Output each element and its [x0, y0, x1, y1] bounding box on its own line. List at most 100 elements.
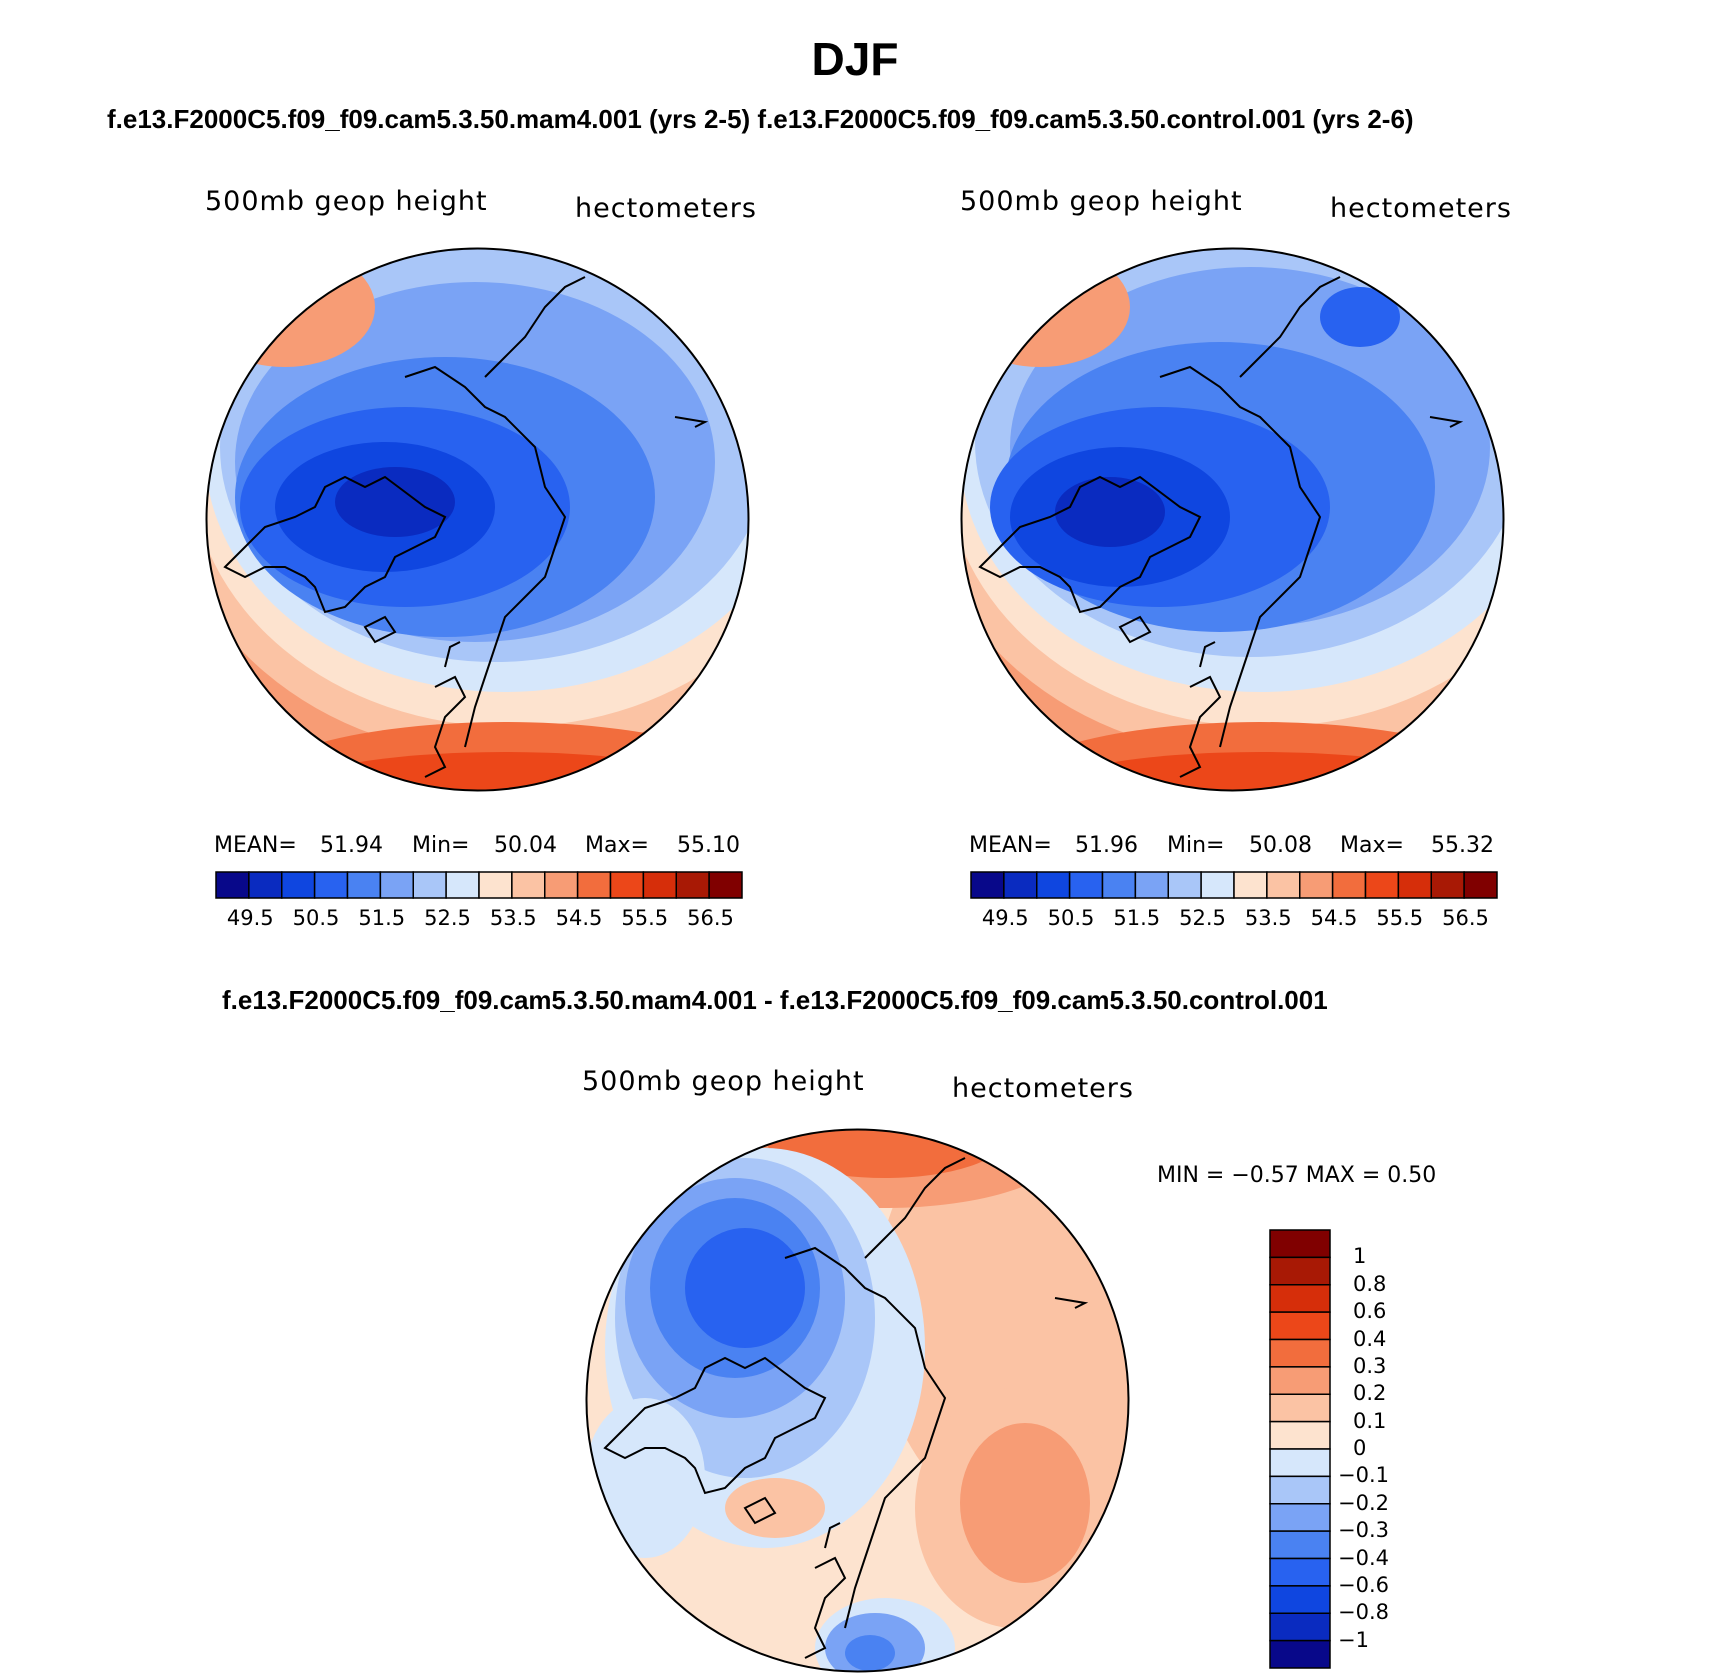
- colorbar-tick-label: 56.5: [1442, 906, 1489, 930]
- diff-variable-label: 500mb geop height: [582, 1066, 865, 1097]
- colorbar-box: [1269, 1366, 1331, 1395]
- colorbar-tick-label: 54.5: [555, 906, 603, 930]
- colorbar-box: [511, 871, 546, 899]
- colorbar-box: [609, 871, 645, 899]
- colorbar-tick-label: 0.8: [1353, 1271, 1387, 1296]
- panel1-polar-map: [205, 247, 750, 792]
- colorbar-box: [1269, 1475, 1331, 1505]
- panel2-units-label: hectometers: [1330, 193, 1512, 224]
- colorbar-box: [1167, 871, 1202, 899]
- panel1-max-label: Max=: [585, 833, 649, 858]
- colorbar-tick-label: 53.5: [1244, 906, 1292, 930]
- colorbar-box: [412, 871, 447, 899]
- colorbar-box: [708, 871, 743, 899]
- colorbar-box: [642, 871, 677, 899]
- colorbar-box: [1269, 1503, 1331, 1532]
- panel2-mean-value: 51.96: [1075, 833, 1138, 858]
- colorbar-tick-label: 0.4: [1353, 1326, 1387, 1351]
- colorbar-tick-label: −0.1: [1338, 1463, 1389, 1488]
- panel1-variable-label: 500mb geop height: [205, 186, 488, 217]
- colorbar-box: [675, 871, 710, 899]
- colorbar-box: [478, 871, 513, 899]
- colorbar-box: [1003, 871, 1038, 899]
- colorbar-tick-label: −0.2: [1338, 1490, 1389, 1515]
- colorbar-tick-label: 51.5: [1113, 906, 1161, 930]
- colorbar-box: [1269, 1639, 1331, 1669]
- colorbar-tick-label: 53.5: [489, 906, 537, 930]
- panel2-max-value: 55.32: [1431, 833, 1494, 858]
- colorbar-tick-label: 0.1: [1353, 1408, 1387, 1433]
- diff-units-label: hectometers: [952, 1073, 1134, 1104]
- colorbar-box: [1269, 1393, 1331, 1423]
- colorbar-tick-label: 0.2: [1353, 1381, 1387, 1406]
- colorbar-box: [1200, 871, 1235, 899]
- colorbar-tick-label: 55.5: [621, 906, 669, 930]
- colorbar-tick-label: 56.5: [687, 906, 734, 930]
- figure-title: DJF: [811, 33, 899, 85]
- colorbar-box: [1397, 871, 1432, 899]
- colorbar-box: [1068, 871, 1104, 899]
- panel1-min-label: Min=: [412, 833, 470, 858]
- panel1-units-label: hectometers: [575, 193, 757, 224]
- panel1-min-value: 50.04: [494, 833, 557, 858]
- colorbar-box: [1269, 1229, 1331, 1259]
- colorbar-box: [1430, 871, 1465, 899]
- colorbar-tick-label: 50.5: [292, 906, 340, 930]
- colorbar-box: [1269, 1530, 1331, 1560]
- colorbar-box: [248, 871, 283, 899]
- colorbar-box: [1299, 871, 1334, 899]
- colorbar-tick-label: 0: [1353, 1436, 1367, 1460]
- colorbar-box: [1101, 871, 1137, 899]
- diff-minmax-label: MIN = −0.57 MAX = 0.50: [1157, 1163, 1437, 1188]
- colorbar-tick-label: 49.5: [981, 906, 1029, 930]
- colorbar-tick-label: −0.6: [1338, 1572, 1389, 1597]
- colorbar-box: [1269, 1612, 1331, 1642]
- diff-polar-map: [585, 1128, 1130, 1673]
- colorbar-tick-label: 52.5: [1179, 906, 1226, 930]
- colorbar-box: [1233, 871, 1268, 899]
- colorbar-tick-label: −1: [1338, 1627, 1369, 1652]
- colorbar-box: [576, 871, 612, 899]
- colorbar-tick-label: 0.3: [1353, 1353, 1387, 1378]
- panel2-variable-label: 500mb geop height: [960, 186, 1243, 217]
- colorbar-box: [544, 871, 579, 899]
- colorbar-box: [313, 871, 349, 899]
- colorbar-box: [1269, 1448, 1331, 1478]
- colorbar-tick-label: 49.5: [226, 906, 274, 930]
- colorbar-box: [1269, 1585, 1331, 1614]
- panel2-max-label: Max=: [1340, 833, 1404, 858]
- colorbar-tick-label: 54.5: [1310, 906, 1358, 930]
- panel2-min-label: Min=: [1167, 833, 1225, 858]
- colorbar-tick-label: −0.8: [1338, 1600, 1389, 1625]
- subtitle-diff: f.e13.F2000C5.f09_f09.cam5.3.50.mam4.001…: [222, 985, 1328, 1015]
- colorbar-tick-label: 0.6: [1353, 1299, 1387, 1324]
- panel2-mean-label: MEAN=: [969, 833, 1052, 858]
- colorbar-box: [1036, 871, 1071, 899]
- colorbar-box: [1269, 1284, 1331, 1313]
- panel2-colorbar: [970, 871, 1498, 899]
- colorbar-box: [970, 871, 1005, 899]
- colorbar-box: [1134, 871, 1169, 899]
- colorbar-box: [1269, 1256, 1331, 1286]
- colorbar-box: [1266, 871, 1301, 899]
- colorbar-box: [346, 871, 382, 899]
- diff-colorbar: [1269, 1229, 1331, 1669]
- colorbar-tick-label: 1: [1353, 1244, 1367, 1269]
- colorbar-box: [445, 871, 480, 899]
- colorbar-box: [1269, 1420, 1331, 1450]
- colorbar-box: [1331, 871, 1367, 899]
- colorbar-tick-label: −0.4: [1338, 1545, 1389, 1570]
- colorbar-box: [1269, 1557, 1331, 1587]
- colorbar-box: [281, 871, 316, 899]
- colorbar-box: [1364, 871, 1400, 899]
- panel1-colorbar: [215, 871, 743, 899]
- panel2-min-value: 50.08: [1249, 833, 1312, 858]
- panel1-max-value: 55.10: [677, 833, 740, 858]
- panel1-mean-value: 51.94: [320, 833, 383, 858]
- panel2-polar-map: [960, 247, 1505, 792]
- colorbar-tick-label: 55.5: [1376, 906, 1424, 930]
- colorbar-box: [1463, 871, 1498, 899]
- colorbar-box: [379, 871, 414, 899]
- colorbar-box: [215, 871, 250, 899]
- subtitle-top: f.e13.F2000C5.f09_f09.cam5.3.50.mam4.001…: [107, 104, 1414, 134]
